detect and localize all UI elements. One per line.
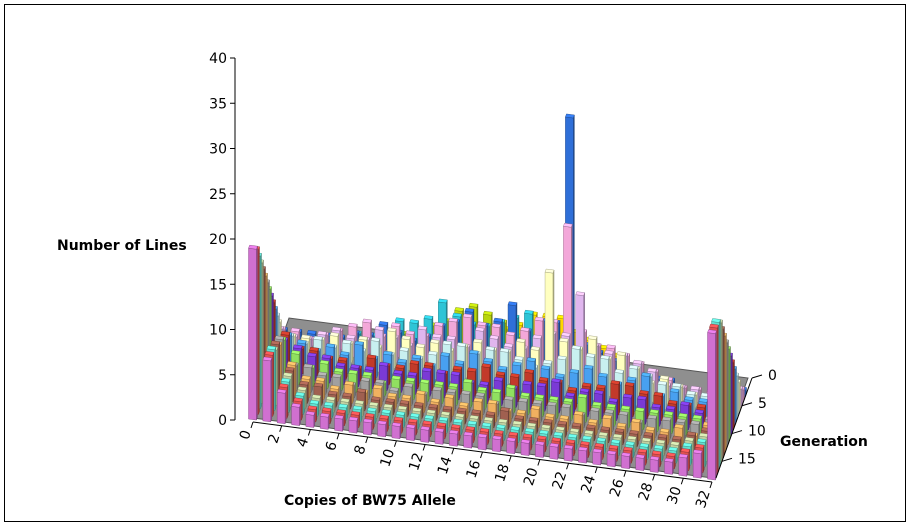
- z-tick-label: 0: [768, 368, 777, 384]
- x-tick-mark: [365, 436, 369, 444]
- bar-gen18-x6: [334, 414, 344, 432]
- x-tick-label: 6: [323, 439, 341, 453]
- bar-gen18-x7: [348, 416, 359, 434]
- y-tick-label: 25: [209, 187, 227, 203]
- x-tick-label: 16: [464, 458, 485, 480]
- bar-gen18-x32: [707, 329, 717, 481]
- x-tick-label: 2: [266, 432, 284, 445]
- bar-gen18-x19: [520, 439, 531, 456]
- bar-gen18-x27: [635, 454, 646, 471]
- y-tick-label: 35: [209, 96, 227, 112]
- y-tick-label: 0: [218, 413, 227, 429]
- x-tick-mark: [652, 474, 656, 481]
- bar-gen18-x11: [406, 424, 416, 441]
- z-tick-mark: [731, 430, 743, 435]
- bar-gen18-x29: [664, 457, 674, 475]
- bar-gen18-x17: [492, 435, 502, 453]
- x-tick-mark: [508, 455, 512, 462]
- bar-gen18-x21: [549, 442, 559, 460]
- x-tick-label: 8: [352, 443, 370, 456]
- x-tick-label: 0: [237, 428, 255, 441]
- x-tick-label: 24: [578, 473, 599, 495]
- y-tick-label: 20: [209, 232, 227, 248]
- bar-gen18-x15: [463, 431, 473, 449]
- x-tick-label: 10: [378, 447, 399, 469]
- x-tick-mark: [422, 444, 426, 451]
- y-tick-label: 10: [209, 323, 227, 339]
- x-tick-mark: [336, 433, 340, 440]
- z-tick-label: 15: [738, 451, 756, 467]
- bar-gen18-x13: [434, 427, 445, 445]
- x-tick-mark: [537, 459, 541, 466]
- x-tick-mark: [566, 463, 570, 470]
- x-tick-mark: [451, 448, 455, 455]
- x-tick-label: 12: [406, 451, 427, 473]
- z-tick-mark: [741, 402, 753, 407]
- y-tick-label: 5: [218, 368, 227, 384]
- x-tick-label: 32: [693, 488, 714, 510]
- bar-gen18-x30: [678, 453, 689, 477]
- z-tick-label: 10: [748, 424, 766, 440]
- x-tick-label: 14: [435, 454, 456, 476]
- bar-gen18-x2: [276, 388, 287, 425]
- bar-gen18-x28: [649, 456, 660, 473]
- bar-gen18-x23: [578, 446, 588, 464]
- x-tick-mark: [279, 425, 283, 432]
- x-tick-mark: [594, 466, 598, 474]
- bar-gen18-x24: [592, 448, 603, 466]
- bar-gen6-x19: [544, 268, 555, 390]
- bar-gen18-x20: [535, 441, 545, 458]
- y-tick-label: 30: [209, 142, 227, 158]
- z-tick-mark: [751, 374, 763, 379]
- bar-gen18-x25: [606, 450, 617, 468]
- x-tick-mark: [709, 481, 713, 489]
- x-tick-label: 26: [607, 477, 628, 499]
- bar-gen18-x14: [449, 429, 459, 447]
- bar-gen18-x1: [262, 356, 273, 423]
- bar-gen18-x26: [621, 452, 631, 470]
- z-tick-label: 5: [758, 396, 767, 412]
- x-tick-mark: [480, 451, 483, 459]
- bar-gen18-x12: [420, 426, 430, 443]
- z-tick-mark: [721, 457, 733, 462]
- z-axis-title: Generation: [780, 434, 868, 450]
- bar-gen18-x16: [477, 433, 488, 451]
- x-tick-label: 4: [294, 436, 312, 450]
- bar-gen18-x10: [391, 422, 402, 440]
- x-tick-mark: [680, 478, 684, 485]
- bar-gen18-x5: [319, 412, 330, 430]
- x-tick-mark: [307, 429, 311, 436]
- y-axis-title: Number of Lines: [57, 238, 187, 254]
- bar-gen18-x18: [506, 437, 516, 455]
- x-tick-mark: [623, 470, 627, 477]
- x-tick-label: 20: [521, 466, 542, 488]
- bar-gen18-x31: [692, 449, 703, 479]
- bar-gen18-x0: [248, 244, 258, 421]
- x-tick-label: 22: [550, 470, 571, 492]
- x-axis-title: Copies of BW75 Allele: [284, 493, 456, 509]
- bar-gen18-x3: [291, 403, 301, 426]
- x-tick-mark: [393, 440, 397, 447]
- bar-gen18-x9: [377, 420, 387, 438]
- y-tick-label: 40: [209, 51, 227, 67]
- bars-layer: [248, 113, 747, 481]
- bar-gen18-x8: [362, 418, 373, 436]
- x-tick-mark: [250, 421, 254, 429]
- bar-gen18-x22: [563, 444, 574, 462]
- x-tick-label: 30: [664, 485, 685, 507]
- x-tick-label: 28: [636, 481, 657, 503]
- x-tick-label: 18: [492, 462, 513, 484]
- y-tick-label: 15: [209, 277, 227, 293]
- bar-gen18-x4: [305, 411, 316, 428]
